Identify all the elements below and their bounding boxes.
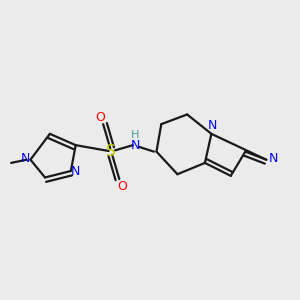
- Text: S: S: [106, 144, 116, 159]
- Text: N: N: [269, 152, 278, 165]
- Text: O: O: [95, 110, 105, 124]
- Text: N: N: [208, 119, 217, 132]
- Text: H: H: [131, 130, 140, 140]
- Text: N: N: [70, 166, 80, 178]
- Text: N: N: [20, 152, 30, 165]
- Text: O: O: [118, 180, 128, 193]
- Text: N: N: [131, 139, 140, 152]
